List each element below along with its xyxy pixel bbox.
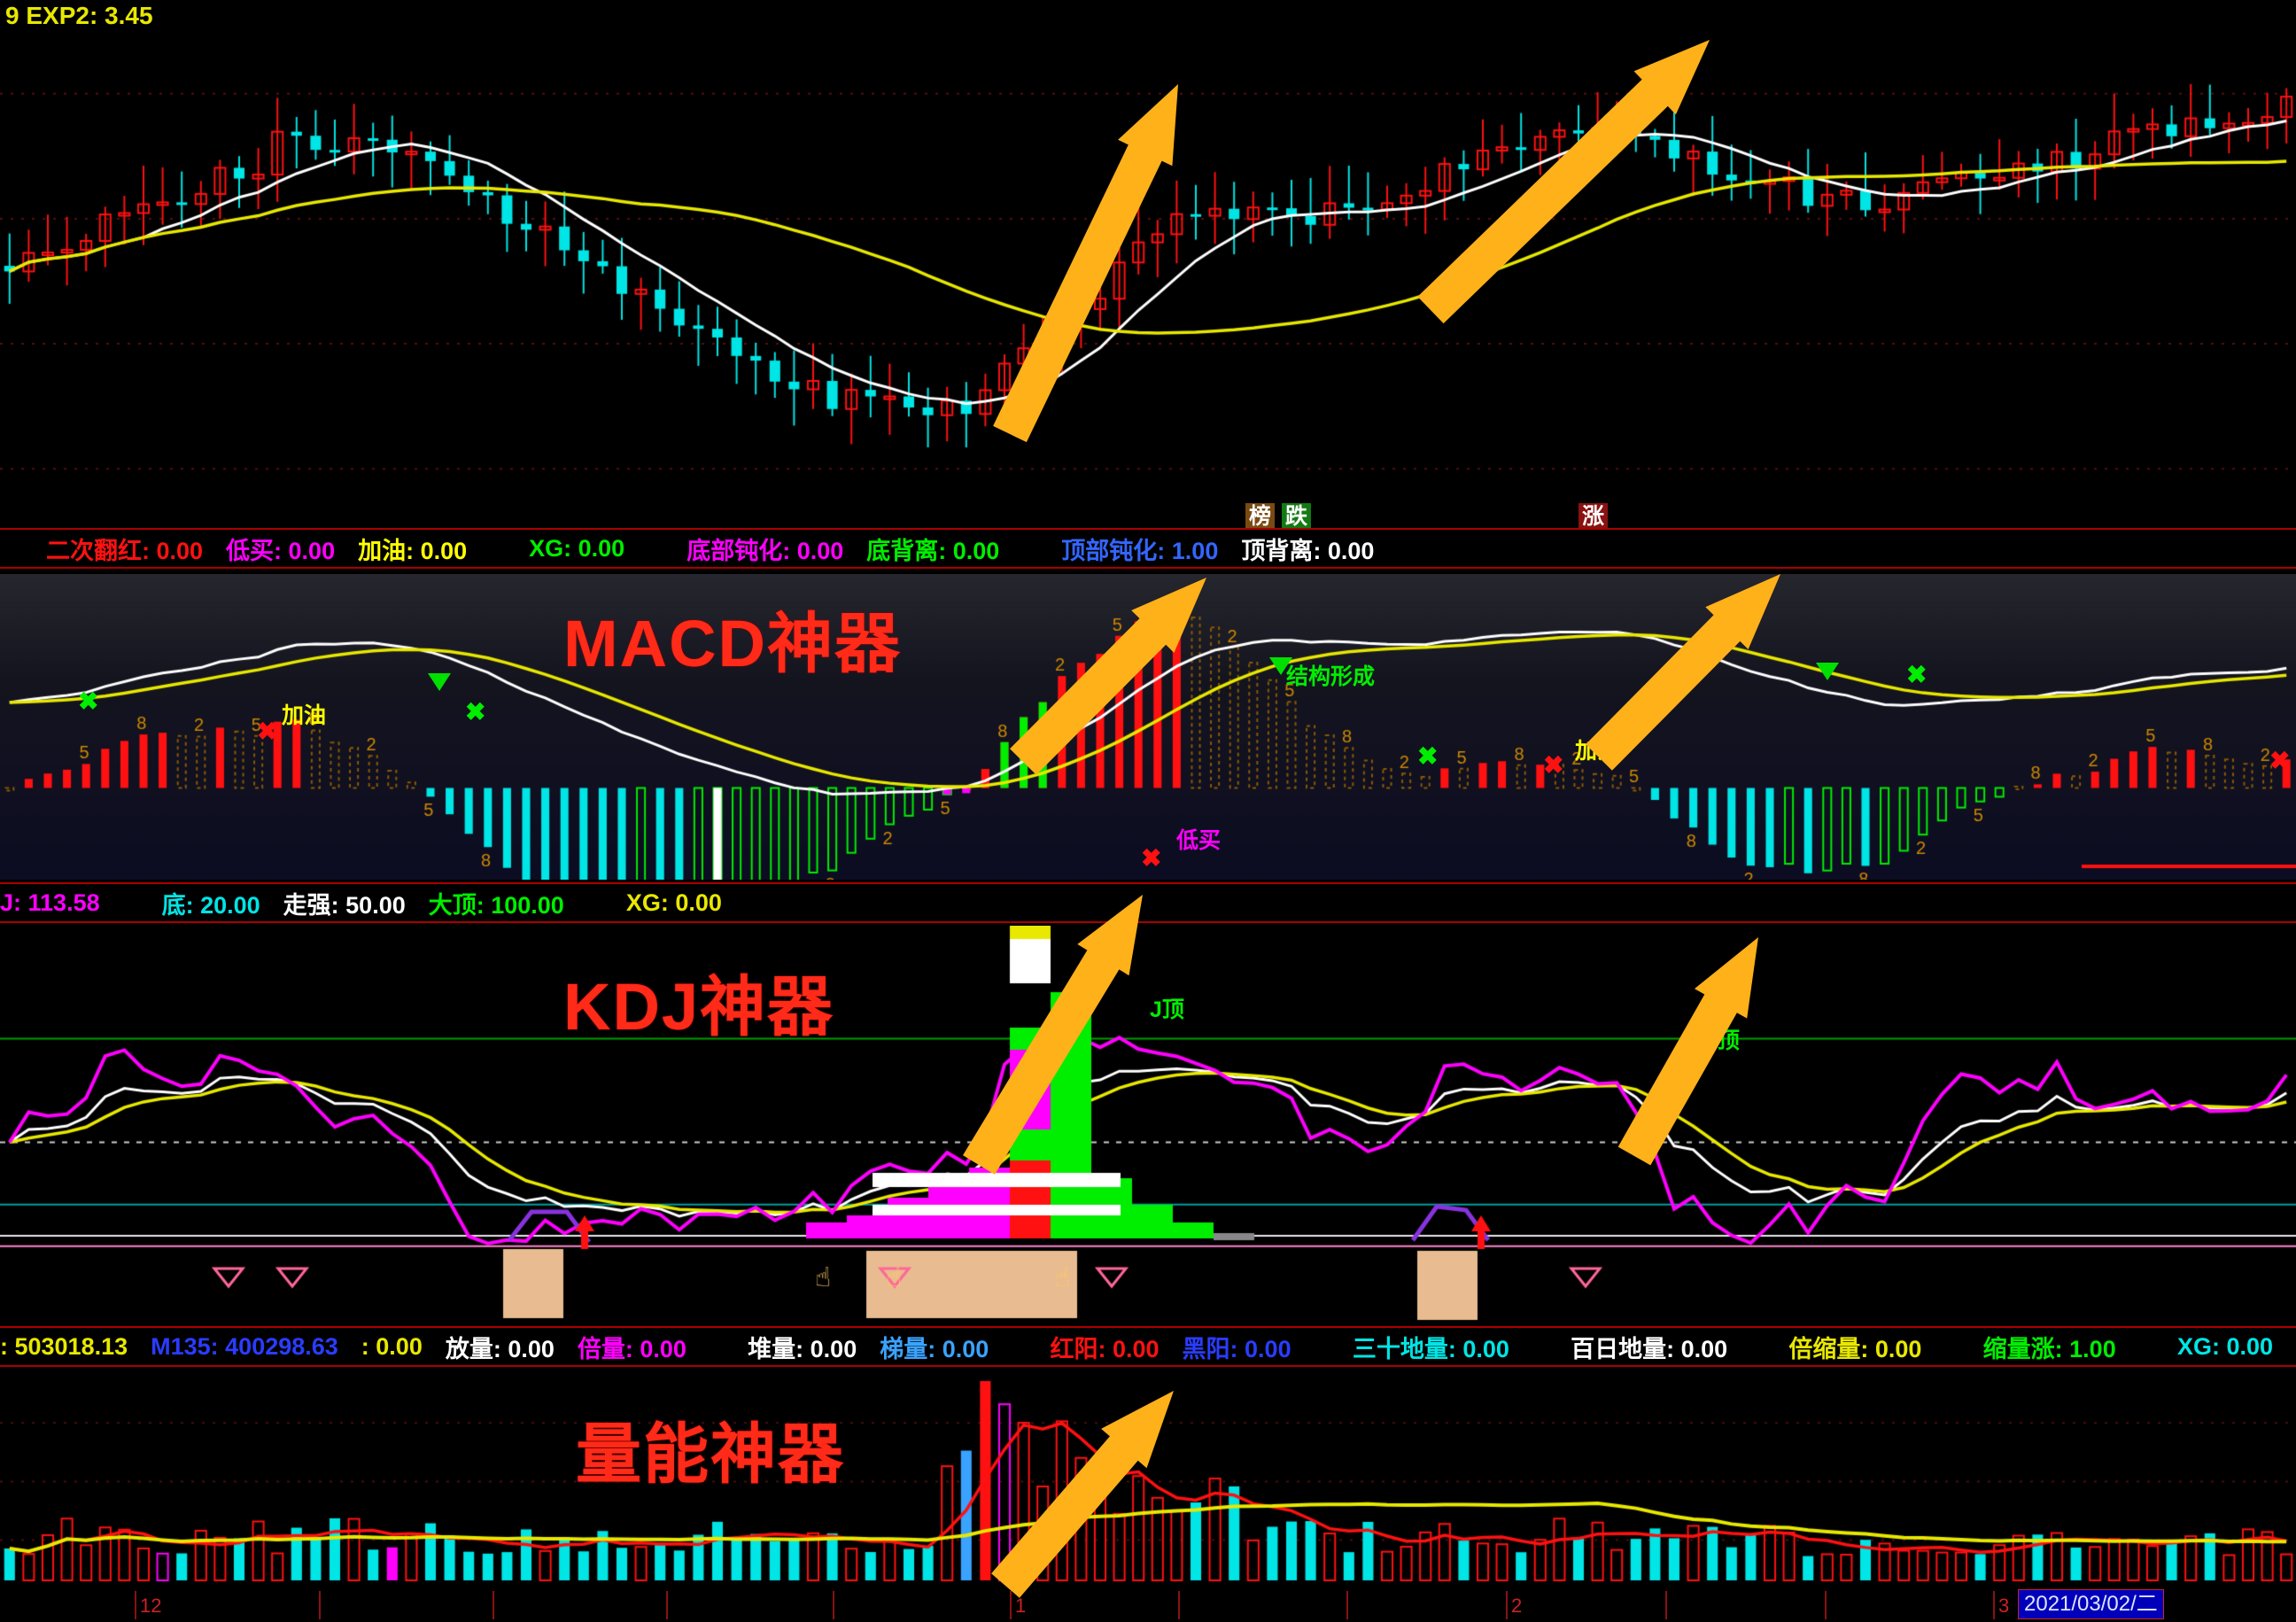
status-item-三十地量[interactable]: 三十地量: 0.00 bbox=[1352, 1335, 1509, 1362]
price-legend-exp2: 9 EXP2: 3.45 bbox=[5, 2, 153, 29]
status-item-底[interactable]: 底: 20.00 bbox=[161, 891, 260, 919]
chart-annotation-4: J顶 bbox=[1150, 997, 1184, 1022]
status-item-XG[interactable]: XG: 0.00 bbox=[625, 889, 722, 916]
chart-annotation-3: 低买 bbox=[1176, 828, 1222, 853]
signal-x-icon: ✖ bbox=[257, 718, 278, 745]
overlay-title-volume: 量能神器 bbox=[576, 1417, 845, 1491]
status-item-倍量[interactable]: 倍量: 0.00 bbox=[577, 1335, 686, 1362]
signal-triangle-down-icon bbox=[1269, 657, 1292, 675]
chart-annotation-0: 加油 bbox=[282, 703, 327, 728]
status-item-放量[interactable]: 放量: 0.00 bbox=[445, 1335, 555, 1362]
signal-x-icon: ✖ bbox=[1141, 844, 1162, 872]
macd-indicator-status-row[interactable]: 二次翻红: 0.00 低买: 0.00 加油: 0.00 XG: 0.00 底部钝化: … bbox=[0, 528, 2296, 569]
axis-tick bbox=[493, 1591, 494, 1619]
status-item-M135[interactable]: M135: 400298.63 bbox=[151, 1332, 338, 1360]
signal-x-icon: ✖ bbox=[2269, 747, 2291, 774]
axis-tick bbox=[1665, 1591, 1667, 1619]
status-item-顶背离[interactable]: 顶背离: 0.00 bbox=[1241, 537, 1375, 564]
axis-tick bbox=[319, 1591, 321, 1619]
axis-tick bbox=[1825, 1591, 1827, 1619]
selected-date-label[interactable]: 2021/03/02/二 bbox=[2018, 1589, 2164, 1619]
rank-tag-group: 榜跌 涨 bbox=[0, 503, 2296, 533]
rank-tag-榜[interactable]: 榜 bbox=[1245, 503, 1276, 531]
status-item-走强[interactable]: 走强: 50.00 bbox=[283, 891, 406, 919]
status-item-堆量[interactable]: 堆量: 0.00 bbox=[748, 1335, 857, 1362]
status-item-低买[interactable]: 低买: 0.00 bbox=[226, 537, 336, 564]
axis-tick bbox=[135, 1591, 136, 1619]
status-item-二次翻红[interactable]: 二次翻红: 0.00 bbox=[46, 537, 204, 564]
status-item-底背离[interactable]: 底背离: 0.00 bbox=[866, 537, 1000, 564]
volume-chart-canvas[interactable] bbox=[0, 1369, 2296, 1586]
chart-annotation-2: 加油 bbox=[1575, 739, 1620, 764]
status-item-value[interactable]: : 503018.13 bbox=[0, 1332, 128, 1360]
axis-tick bbox=[1993, 1591, 1995, 1619]
status-item-顶部钝化[interactable]: 顶部钝化: 1.00 bbox=[1061, 537, 1219, 564]
status-item-倍缩量[interactable]: 倍缩量: 0.00 bbox=[1788, 1335, 1922, 1362]
status-item-加油[interactable]: 加油: 0.00 bbox=[358, 537, 468, 564]
time-axis-strip[interactable]: 12 1 2 3 2021/03/02/二 bbox=[0, 1586, 2296, 1622]
volume-indicator-status-row[interactable]: : 503018.13 M135: 400298.63 : 0.00 放量: 0.00… bbox=[0, 1326, 2296, 1367]
signal-x-icon: ✖ bbox=[1906, 661, 1928, 688]
price-chart-canvas[interactable] bbox=[0, 0, 2296, 521]
macd-chart-canvas[interactable] bbox=[0, 574, 2296, 880]
kdj-chart-canvas[interactable] bbox=[0, 926, 2296, 1324]
price-chart-panel[interactable]: 9 EXP2: 3.45 bbox=[0, 0, 2296, 521]
overlay-title-macd: MACD神器 bbox=[563, 607, 902, 680]
status-item-梯量[interactable]: 梯量: 0.00 bbox=[880, 1335, 989, 1362]
rank-tag-涨[interactable]: 涨 bbox=[1578, 503, 1609, 531]
signal-triangle-down-icon bbox=[428, 673, 451, 691]
overlay-title-kdj: KDJ神器 bbox=[563, 970, 835, 1044]
macd-chart-panel[interactable] bbox=[0, 574, 2296, 880]
volume-chart-panel[interactable] bbox=[0, 1369, 2296, 1586]
kdj-indicator-status-row[interactable]: J: 113.58 底: 20.00 走强: 50.00 大顶: 100.00 XG: … bbox=[0, 882, 2296, 923]
status-item-黑阳[interactable]: 黑阳: 0.00 bbox=[1182, 1335, 1292, 1362]
status-item-XG[interactable]: XG: 0.00 bbox=[529, 534, 625, 562]
axis-tick-label: 1 bbox=[1015, 1595, 1027, 1617]
axis-tick-label: 12 bbox=[140, 1595, 162, 1617]
signal-x-icon: ✖ bbox=[465, 698, 486, 726]
status-item-红阳[interactable]: 红阳: 0.00 bbox=[1050, 1335, 1160, 1362]
axis-tick-label: 2 bbox=[1511, 1595, 1523, 1617]
axis-tick bbox=[1506, 1591, 1508, 1619]
status-item-J[interactable]: J: 113.58 bbox=[0, 889, 100, 916]
signal-x-icon: ✖ bbox=[78, 687, 99, 715]
axis-tick bbox=[666, 1591, 668, 1619]
signal-x-icon: ✖ bbox=[1543, 751, 1564, 779]
status-item-底部钝化[interactable]: 底部钝化: 0.00 bbox=[686, 537, 844, 564]
status-item-缩量涨[interactable]: 缩量涨: 1.00 bbox=[1982, 1335, 2116, 1362]
kdj-chart-panel[interactable] bbox=[0, 926, 2296, 1324]
axis-tick bbox=[1010, 1591, 1012, 1619]
axis-tick-label: 3 bbox=[1998, 1595, 2010, 1617]
signal-triangle-down-icon bbox=[1816, 663, 1839, 680]
status-item-XG[interactable]: XG: 0.00 bbox=[2176, 1332, 2274, 1360]
status-item-百日地量[interactable]: 百日地量: 0.00 bbox=[1571, 1335, 1728, 1362]
axis-tick bbox=[1178, 1591, 1180, 1619]
axis-tick bbox=[833, 1591, 834, 1619]
chart-annotation-1: 结构形成 bbox=[1286, 664, 1376, 689]
axis-tick bbox=[1346, 1591, 1348, 1619]
chart-annotation-5: J顶 bbox=[1705, 1028, 1740, 1053]
status-item-大顶[interactable]: 大顶: 100.00 bbox=[428, 891, 564, 919]
status-item-value[interactable]: : 0.00 bbox=[361, 1332, 423, 1360]
signal-x-icon: ✖ bbox=[1417, 742, 1439, 770]
rank-tag-跌[interactable]: 跌 bbox=[1282, 503, 1312, 531]
